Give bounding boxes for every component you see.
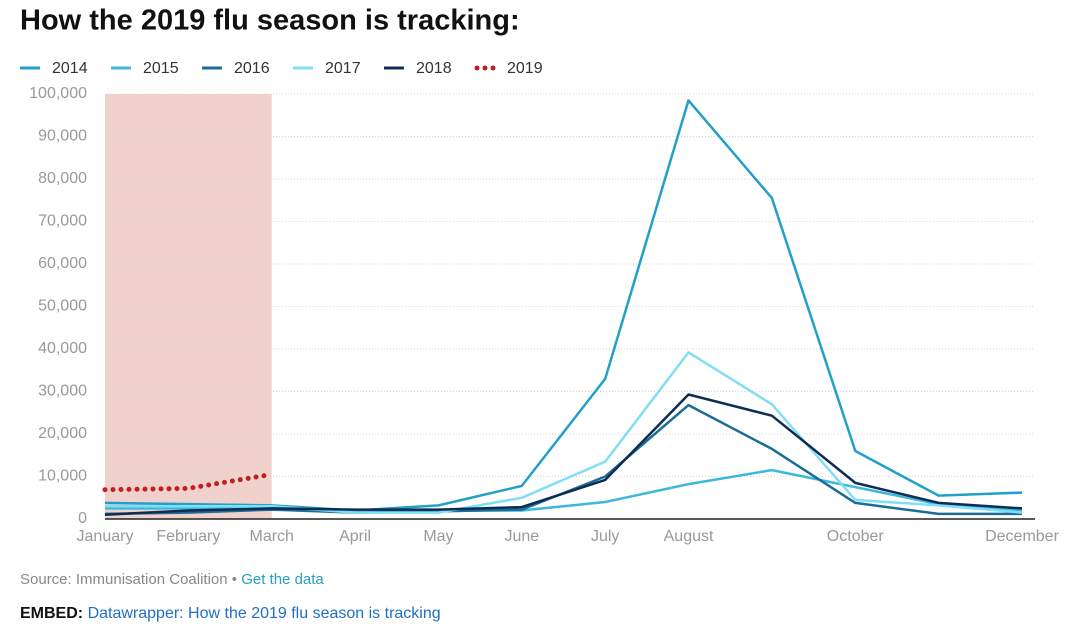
series-line bbox=[104, 393, 1023, 517]
x-tick-label: June bbox=[504, 528, 539, 545]
chart-title: How the 2019 flu season is tracking: bbox=[20, 5, 520, 37]
y-tick-label: 30,000 bbox=[38, 383, 87, 400]
y-tick-label: 20,000 bbox=[38, 425, 87, 442]
data-link[interactable]: Get the data bbox=[241, 571, 324, 588]
legend-item: 2019 bbox=[474, 60, 543, 77]
embed-label: EMBED: bbox=[20, 605, 83, 622]
source-line: Source: Immunisation Coalition • Get the… bbox=[20, 571, 324, 588]
y-tick-label: 80,000 bbox=[38, 170, 87, 187]
legend-label: 2018 bbox=[416, 60, 452, 77]
legend-label: 2016 bbox=[234, 60, 270, 77]
x-tick-label: January bbox=[77, 528, 134, 545]
legend-label: 2014 bbox=[52, 60, 88, 77]
x-tick-label: May bbox=[423, 528, 453, 545]
legend-label: 2017 bbox=[325, 60, 361, 77]
y-tick-label: 100,000 bbox=[29, 85, 87, 102]
legend-item: 2015 bbox=[111, 60, 179, 77]
embed-line: EMBED: Datawrapper: How the 2019 flu sea… bbox=[20, 605, 441, 622]
source: Source: Immunisation Coalition • bbox=[20, 571, 237, 588]
x-tick-label: March bbox=[250, 528, 294, 545]
legend-item: 2016 bbox=[202, 60, 270, 77]
y-tick-label: 70,000 bbox=[38, 213, 87, 230]
x-tick-label: February bbox=[156, 528, 220, 545]
y-tick-label: 40,000 bbox=[38, 340, 87, 357]
legend-item: 2014 bbox=[20, 60, 88, 77]
y-tick-label: 0 bbox=[78, 510, 87, 527]
y-tick-label: 10,000 bbox=[38, 468, 87, 485]
x-tick-label: August bbox=[664, 528, 714, 545]
legend-label: 2015 bbox=[143, 60, 179, 77]
x-tick-label: December bbox=[985, 528, 1059, 545]
embed-link[interactable]: Datawrapper: How the 2019 flu season is … bbox=[88, 605, 441, 622]
legend-label: 2019 bbox=[507, 60, 543, 77]
legend-item: 2017 bbox=[293, 60, 361, 77]
x-tick-label: October bbox=[827, 528, 885, 545]
y-tick-label: 60,000 bbox=[38, 255, 87, 272]
y-tick-label: 50,000 bbox=[38, 298, 87, 315]
legend-item: 2018 bbox=[384, 60, 452, 77]
series-line bbox=[105, 351, 1023, 514]
x-tick-label: April bbox=[339, 528, 371, 545]
y-tick-label: 90,000 bbox=[38, 128, 87, 145]
x-tick-label: July bbox=[591, 528, 619, 545]
